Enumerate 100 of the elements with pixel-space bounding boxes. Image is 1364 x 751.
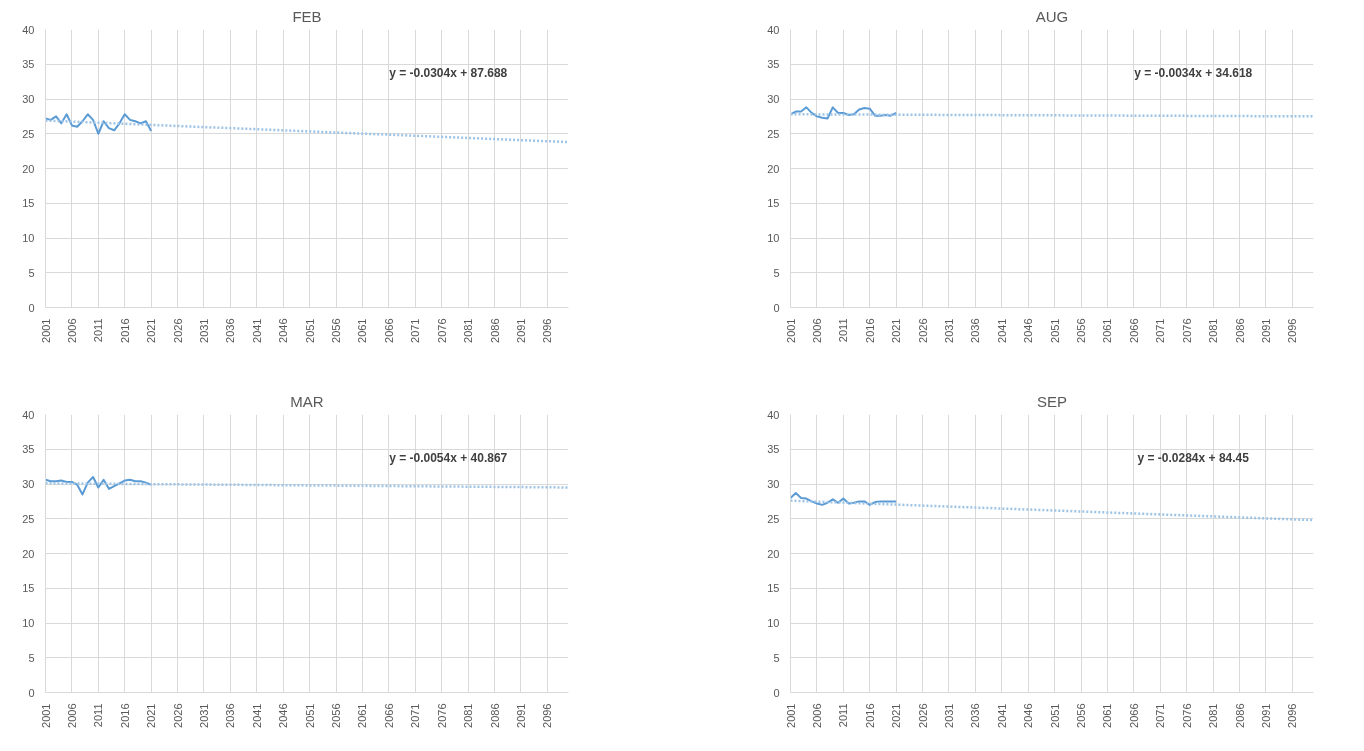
x-tick-label: 2051 (303, 318, 316, 343)
y-tick-label: 35 (767, 443, 780, 456)
x-tick-label: 2041 (995, 318, 1008, 343)
line-series (45, 476, 153, 496)
x-tick-label: 2046 (1022, 318, 1035, 343)
x-tick-label: 2001 (39, 703, 52, 728)
x-tick-label: 2096 (541, 318, 554, 343)
x-tick-label: 2031 (942, 318, 955, 343)
annotation: y = -0.0034x + 34.618 (1134, 65, 1253, 80)
x-tick-label: 2036 (224, 318, 237, 343)
x-tick-label: 2056 (330, 318, 343, 343)
x-tick-label: 2071 (1154, 703, 1167, 728)
annotation: y = -0.0054x + 40.867 (389, 450, 508, 465)
y-tick-label: 25 (22, 512, 35, 525)
y-tick-label: 5 (28, 651, 35, 664)
x-tick-label: 2066 (1127, 318, 1140, 343)
y-tick-label: 25 (22, 127, 35, 140)
x-tick-label: 2031 (197, 318, 210, 343)
x-tick-label: 2081 (1207, 318, 1220, 343)
x-tick-label: 2076 (1180, 703, 1193, 728)
x-tick-label: 2036 (969, 318, 982, 343)
y-tick-label: 40 (767, 23, 780, 36)
x-tick-label: 2071 (409, 703, 422, 728)
chart-title: FEB (292, 7, 322, 25)
x-tick-label: 2086 (488, 318, 501, 343)
x-tick-label: 2061 (1101, 703, 1114, 728)
x-tick-label: 2076 (435, 318, 448, 343)
x-tick-label: 2021 (890, 703, 903, 728)
y-tick-label: 20 (22, 547, 35, 560)
x-tick-label: 2006 (810, 703, 823, 728)
line-series (45, 113, 153, 135)
x-tick-label: 2021 (145, 318, 158, 343)
x-tick-label: 2006 (65, 318, 78, 343)
y-tick-label: 10 (767, 617, 780, 629)
y-tick-label: 35 (22, 443, 35, 456)
x-tick-label: 2061 (356, 703, 369, 728)
x-tick-label: 2061 (356, 318, 369, 343)
x-tick-label: 2031 (942, 703, 955, 728)
x-tick-label: 2026 (171, 318, 184, 343)
x-tick-label: 2036 (969, 703, 982, 728)
x-tick-label: 2091 (1259, 318, 1272, 343)
x-tick-label: 2016 (118, 318, 131, 343)
y-tick-label: 30 (22, 478, 35, 490)
annotation: y = -0.0304x + 87.688 (389, 65, 508, 80)
x-tick-label: 2086 (488, 703, 501, 728)
x-tick-label: 2011 (92, 703, 105, 728)
y-tick-label: 15 (767, 197, 780, 210)
x-tick-label: 2046 (277, 318, 290, 343)
x-tick-label: 2016 (863, 703, 876, 728)
x-tick-label: 2096 (1286, 703, 1299, 728)
y-tick-label: 30 (767, 478, 780, 490)
x-tick-label: 2041 (250, 703, 263, 728)
x-tick-label: 2076 (1180, 318, 1193, 343)
y-tick-label: 5 (28, 266, 35, 279)
x-tick-label: 2001 (39, 318, 52, 343)
x-tick-label: 2066 (382, 703, 395, 728)
x-tick-label: 2026 (916, 703, 929, 728)
x-tick-label: 2031 (197, 703, 210, 728)
x-tick-label: 2051 (1048, 318, 1061, 343)
x-tick-label: 2086 (1233, 703, 1246, 728)
x-tick-label: 2091 (514, 703, 527, 728)
x-tick-label: 2021 (890, 318, 903, 343)
x-tick-label: 2091 (514, 318, 527, 343)
x-tick-label: 2026 (916, 318, 929, 343)
x-tick-label: 2046 (1022, 703, 1035, 728)
x-tick-label: 2096 (541, 703, 554, 728)
y-tick-label: 10 (22, 617, 35, 629)
x-tick-label: 2021 (145, 703, 158, 728)
x-tick-label: 2096 (1286, 318, 1299, 343)
x-tick-label: 2006 (65, 703, 78, 728)
x-tick-label: 2071 (409, 318, 422, 343)
x-tick-label: 2066 (1127, 703, 1140, 728)
y-tick-label: 15 (22, 582, 35, 595)
y-tick-label: 40 (22, 23, 35, 36)
x-tick-label: 2056 (330, 703, 343, 728)
line-series (790, 492, 898, 506)
y-tick-label: 15 (767, 582, 780, 595)
chart-title: SEP (1036, 392, 1068, 410)
annotation: y = -0.0284x + 84.45 (1137, 450, 1250, 465)
y-tick-label: 10 (767, 232, 780, 244)
x-tick-label: 2041 (995, 703, 1008, 728)
x-tick-label: 2086 (1233, 318, 1246, 343)
y-tick-label: 0 (773, 686, 780, 699)
x-tick-label: 2051 (1048, 703, 1061, 728)
x-tick-label: 2046 (277, 703, 290, 728)
y-tick-label: 35 (767, 58, 780, 71)
x-tick-label: 2006 (810, 318, 823, 343)
y-tick-label: 15 (22, 197, 35, 210)
x-tick-label: 2081 (1207, 703, 1220, 728)
x-tick-label: 2056 (1075, 318, 1088, 343)
y-tick-label: 30 (22, 93, 35, 105)
y-tick-label: 40 (767, 408, 780, 421)
y-tick-label: 25 (767, 127, 780, 140)
y-tick-label: 30 (767, 93, 780, 105)
x-tick-label: 2001 (784, 703, 797, 728)
x-tick-label: 2011 (92, 318, 105, 343)
y-tick-label: 0 (28, 686, 35, 699)
y-tick-label: 0 (28, 301, 35, 314)
chart-title: MAR (290, 392, 324, 410)
y-tick-label: 5 (773, 651, 780, 664)
